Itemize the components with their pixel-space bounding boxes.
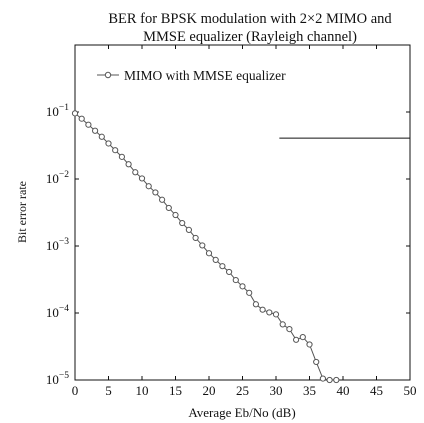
y-tick-label: 10−4 [46,304,69,320]
x-tick-label: 30 [270,383,283,398]
x-tick-label: 20 [203,383,216,398]
y-tick-exponent: −3 [59,237,69,247]
y-tick-exponent: −1 [59,103,69,113]
chart-title-line-1: BER for BPSK modulation with 2×2 MIMO an… [108,11,392,27]
data-point [326,376,333,384]
y-tick-label: 10−2 [46,170,69,186]
x-tick-label: 0 [72,383,79,398]
data-point [152,189,159,196]
data-point [319,375,326,382]
data-point [266,309,273,316]
data-point [199,242,206,249]
data-point [159,196,166,203]
data-point [112,147,119,154]
data-point [205,250,213,257]
series-layer [71,110,340,384]
data-point [272,311,280,318]
data-point [299,333,306,341]
y-tick-base: 10 [46,104,59,119]
x-tick-label: 5 [105,383,112,398]
data-point [138,175,146,182]
y-tick-base: 10 [46,372,59,387]
data-point [71,110,79,117]
data-point [212,256,219,264]
x-tick-label: 50 [404,383,417,398]
data-point [286,326,293,333]
y-axis-ticks: 10−110−210−310−410−5 [46,103,410,387]
data-point [333,376,340,384]
x-tick-label: 40 [337,383,350,398]
data-point [246,289,253,296]
y-tick-label: 10−1 [46,103,69,119]
data-point [105,140,112,147]
chart-title: BER for BPSK modulation with 2×2 MIMO an… [108,11,392,45]
y-axis-label: Bit error rate [15,181,29,243]
data-point [313,358,320,366]
data-point [306,341,313,348]
data-point [85,121,92,128]
y-tick-label: 10−3 [46,237,69,253]
y-tick-base: 10 [46,305,59,320]
x-tick-label: 10 [136,383,149,398]
data-point [118,153,126,160]
y-tick-base: 10 [46,238,59,253]
plot-frame [74,44,411,381]
data-point [252,301,259,308]
data-point [226,268,233,276]
legend-marker-sample [104,71,112,79]
data-point [185,226,192,233]
y-tick-exponent: −5 [59,371,69,381]
data-point [279,321,286,328]
data-point [92,127,99,134]
y-tick-exponent: −4 [59,304,69,314]
x-tick-label: 45 [370,383,383,398]
y-tick-exponent: −2 [59,170,69,180]
data-point [219,263,226,270]
data-point [125,161,132,168]
data-point [239,283,246,290]
y-tick-base: 10 [46,171,59,186]
y-tick-label: 10−5 [46,371,69,387]
x-tick-label: 15 [169,383,182,398]
data-point [78,115,85,122]
x-axis-label: Average Eb/No (dB) [188,405,295,420]
series-line [74,112,337,381]
data-point [259,306,266,313]
data-point [192,234,199,242]
data-point [145,183,152,190]
chart-title-line-2: MMSE equalizer (Rayleigh channel) [143,29,357,45]
data-point [98,133,105,140]
data-point [179,219,186,227]
data-point [132,169,139,176]
data-point [172,211,179,219]
x-tick-label: 25 [236,383,249,398]
x-axis-ticks: 0 5 10 15 20 25 30 35 40 45 50 [72,45,417,398]
data-point [165,204,172,212]
legend: MIMO with MMSE equalizer [97,68,286,83]
data-point [293,336,300,343]
x-tick-label: 35 [303,383,316,398]
data-point [232,276,239,284]
legend-label: MIMO with MMSE equalizer [124,68,286,83]
